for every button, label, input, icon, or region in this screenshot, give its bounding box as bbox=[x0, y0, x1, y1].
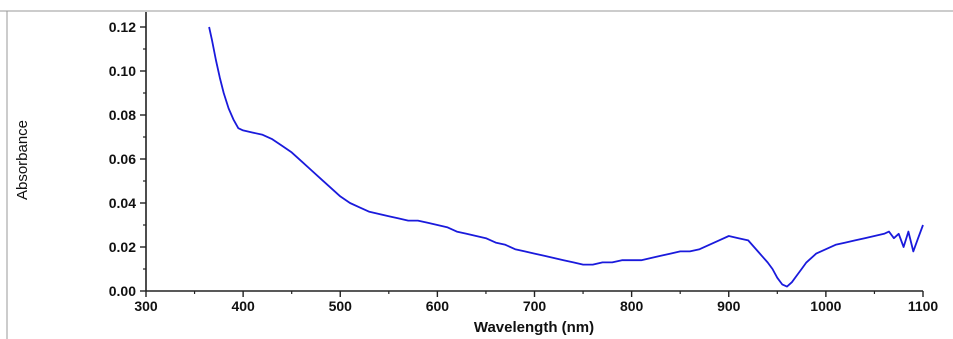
x-tick-label: 800 bbox=[620, 298, 644, 314]
series-layer bbox=[208, 26, 924, 288]
x-axis-title: Wavelength (nm) bbox=[474, 319, 594, 336]
x-tick-label: 900 bbox=[717, 298, 741, 314]
x-ticks: 300 400 500 600 700 800 900 1000 1100 bbox=[134, 291, 938, 314]
absorbance-series-line bbox=[208, 26, 924, 288]
y-tick-label: 0.12 bbox=[109, 19, 136, 35]
y-tick-label: 0.04 bbox=[109, 195, 136, 211]
x-tick-label: 300 bbox=[134, 298, 158, 314]
y-tick-label: 0.00 bbox=[109, 283, 136, 299]
x-tick-label: 1000 bbox=[810, 298, 841, 314]
y-tick-label: 0.02 bbox=[109, 239, 136, 255]
y-tick-label: 0.10 bbox=[109, 63, 136, 79]
x-tick-label: 600 bbox=[426, 298, 450, 314]
x-tick-label: 500 bbox=[329, 298, 353, 314]
x-tick-label: 400 bbox=[231, 298, 255, 314]
x-tick-label: 1100 bbox=[908, 298, 939, 314]
y-tick-label: 0.08 bbox=[109, 107, 136, 123]
y-tick-label: 0.06 bbox=[109, 151, 136, 167]
y-axis-title: Absorbance bbox=[14, 120, 31, 200]
x-tick-label: 700 bbox=[523, 298, 547, 314]
y-ticks: 0.00 0.02 0.04 0.06 0.08 0.10 0.12 bbox=[109, 19, 146, 299]
